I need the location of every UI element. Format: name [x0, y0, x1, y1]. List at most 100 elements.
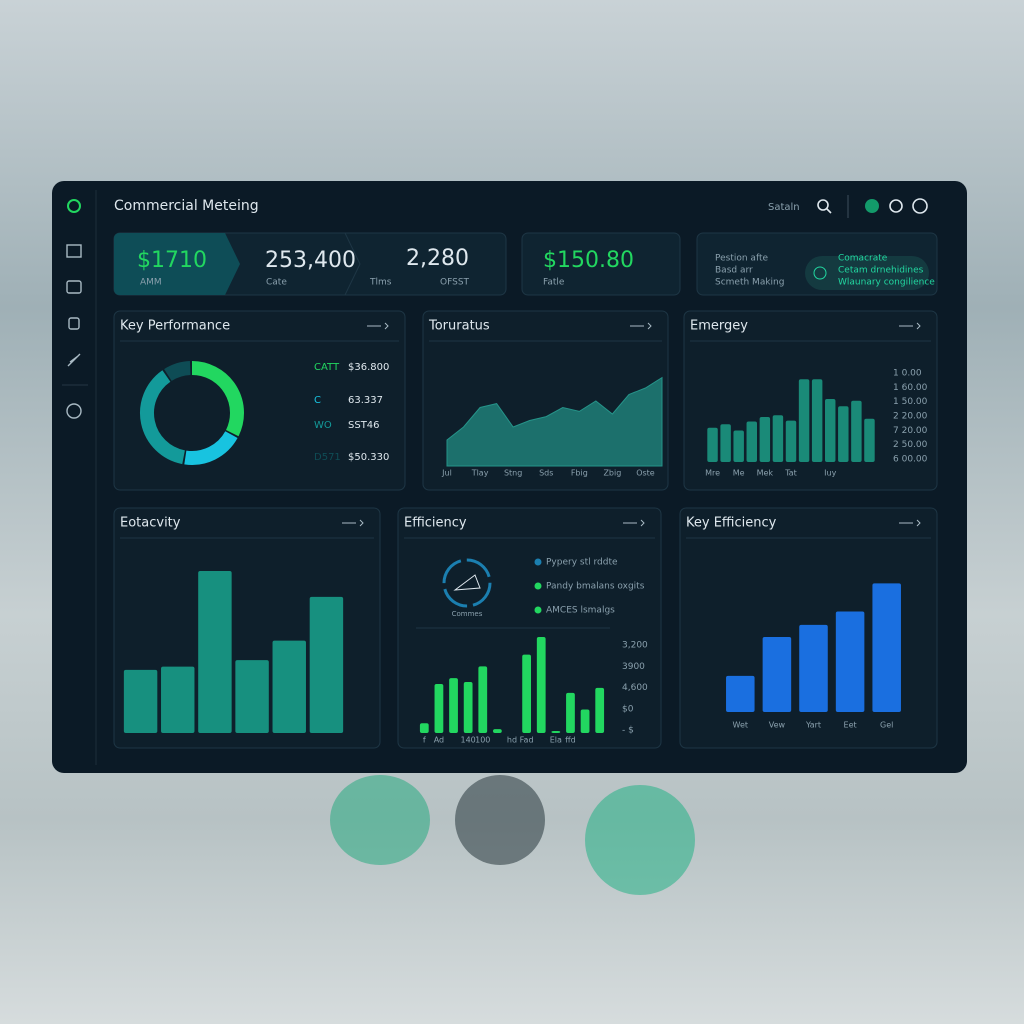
legend-label: Pypery stl rddte	[546, 558, 618, 568]
menu-icon[interactable]	[342, 519, 364, 527]
settings-icon[interactable]	[889, 199, 903, 213]
bar	[798, 379, 810, 462]
bar	[522, 654, 531, 733]
x-tick-label: Ela	[550, 736, 562, 745]
bar	[726, 675, 755, 712]
kpi-value: $1710	[137, 248, 207, 273]
menu-icon[interactable]	[899, 519, 921, 527]
axis-label: - $	[622, 726, 634, 736]
x-tick-label: Eet	[844, 721, 857, 730]
bar	[707, 427, 718, 462]
axis-label: 1 0.00	[893, 369, 922, 379]
bar	[478, 666, 488, 733]
bar	[835, 611, 865, 712]
x-tick-label: Wet	[733, 721, 749, 730]
chart-title: Toruratus	[428, 319, 490, 334]
nav-icon[interactable]	[68, 317, 80, 330]
bar	[825, 399, 836, 462]
area	[446, 376, 663, 467]
bar	[493, 729, 502, 733]
bar	[799, 624, 828, 712]
x-tick-label: ffd	[565, 736, 576, 745]
x-tick-label: Gel	[880, 721, 893, 730]
bar	[536, 636, 546, 733]
blur-shape	[585, 785, 695, 895]
nav-icon[interactable]	[66, 280, 82, 294]
kpi-note: OFSST	[440, 278, 470, 288]
nav-icon[interactable]	[66, 244, 82, 258]
nav-icon[interactable]	[67, 353, 81, 367]
info-text: Comacrate	[838, 254, 888, 264]
donut-segment	[164, 361, 191, 382]
chart-title: Key Efficiency	[686, 516, 777, 531]
kpi-label: AMM	[140, 278, 162, 288]
bar	[235, 660, 269, 733]
bar	[419, 723, 429, 733]
gauge-glyph	[453, 574, 481, 591]
x-tick-label: Iuy	[824, 469, 836, 478]
bar	[746, 421, 757, 462]
menu-icon[interactable]	[899, 322, 921, 330]
bar	[161, 666, 195, 733]
app-title: Commercial Meteing	[114, 198, 259, 214]
bar	[434, 684, 444, 733]
donut-segment	[184, 430, 238, 465]
axis-label: 2 20.00	[893, 412, 928, 422]
bar	[463, 682, 473, 733]
icon-label: Commes	[452, 610, 483, 618]
info-text: Scmeth Making	[715, 278, 784, 288]
bar	[733, 430, 744, 462]
bar	[309, 596, 344, 733]
x-tick-label: Vew	[769, 721, 786, 730]
chart-title: Emergey	[690, 319, 748, 334]
kpi-value: 2,280	[406, 246, 469, 271]
bar	[580, 709, 590, 733]
axis-label: 1 60.00	[893, 383, 928, 393]
bar	[123, 669, 158, 733]
bar	[198, 571, 232, 733]
x-tick-label: Fbig	[571, 469, 588, 478]
nav-icon[interactable]	[66, 403, 82, 419]
bar	[449, 678, 458, 733]
legend-amount: $36.800	[348, 362, 389, 373]
chart-title: Eotacvity	[120, 516, 181, 531]
x-tick-label: Jul	[441, 469, 452, 478]
menu-icon[interactable]	[630, 322, 652, 330]
donut-segment	[191, 361, 244, 437]
x-tick-label: Yart	[805, 721, 821, 730]
blur-shape	[330, 775, 430, 865]
clock-icon[interactable]	[912, 198, 928, 214]
bar	[762, 636, 792, 712]
bar	[811, 379, 823, 462]
search-label[interactable]: Sataln	[768, 202, 800, 213]
menu-icon[interactable]	[623, 519, 645, 527]
x-tick-label: 100	[475, 736, 490, 745]
kpi-card	[521, 232, 681, 296]
axis-label: 2 50.00	[893, 440, 928, 450]
axis-label: 3900	[622, 662, 645, 672]
kpi-value: $150.80	[543, 248, 634, 273]
x-tick-label: Fad	[520, 736, 534, 745]
x-tick-label: Mek	[757, 469, 774, 478]
bar	[566, 692, 575, 733]
search-icon[interactable]	[817, 199, 829, 211]
menu-icon[interactable]	[367, 322, 389, 330]
logo[interactable]	[67, 199, 81, 213]
x-tick-label: Sds	[539, 469, 553, 478]
kpi-highlight	[114, 233, 240, 295]
globe-icon[interactable]	[865, 199, 879, 213]
legend-label: AMCES lsmalgs	[546, 606, 615, 616]
legend-amount: 63.337	[348, 395, 383, 406]
info-text: Basd arr	[715, 266, 753, 276]
info-text: Wlaunary congilience	[838, 278, 935, 288]
legend-label: CATT	[314, 362, 340, 373]
x-tick-label: Tat	[784, 469, 797, 478]
bar	[872, 583, 901, 712]
blur-shape	[455, 775, 545, 865]
legend-dot	[534, 582, 542, 590]
info-text: Cetam drnehidines	[838, 266, 924, 276]
legend-dot	[534, 558, 542, 566]
kpi-label: Tlms	[369, 278, 392, 288]
chart-title: Efficiency	[404, 516, 467, 531]
